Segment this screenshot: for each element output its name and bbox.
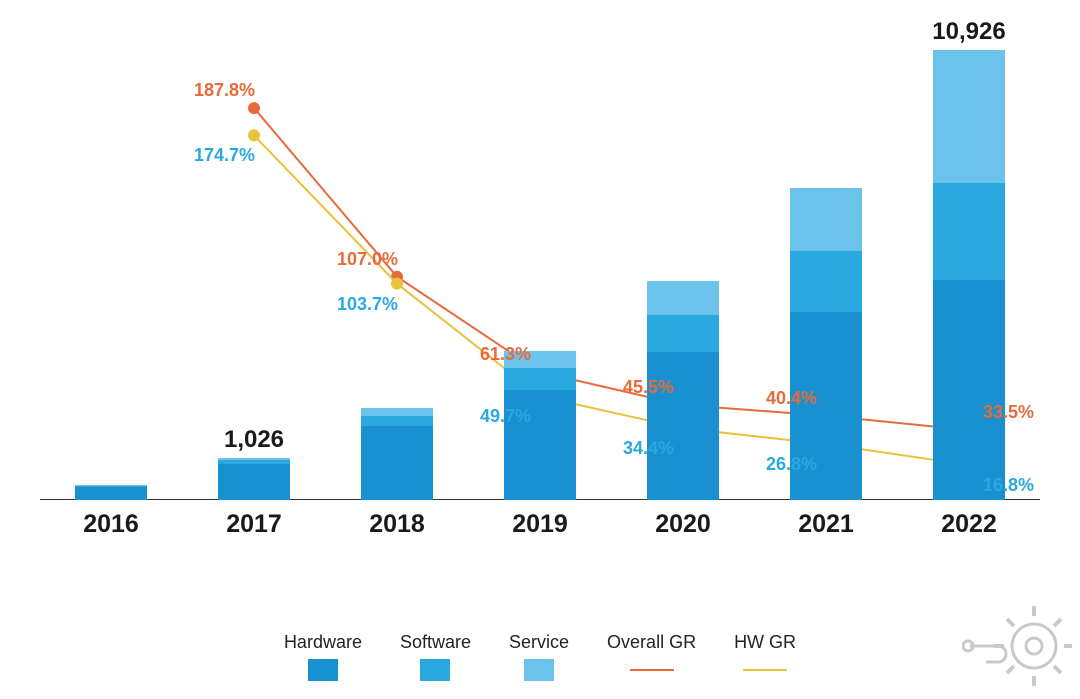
bar-segment-service	[790, 188, 862, 251]
bar-total-label: 1,026	[184, 426, 324, 454]
line-point-label: 33.5%	[983, 402, 1034, 423]
x-axis-label: 2019	[480, 510, 600, 539]
legend-item: Software	[400, 632, 471, 681]
line-point-label: 187.8%	[194, 80, 255, 101]
legend-swatch-line	[743, 669, 787, 671]
bar-segment-software	[504, 368, 576, 389]
bar-segment-hardware	[361, 426, 433, 500]
bar-column	[75, 485, 147, 500]
line-marker	[392, 279, 402, 289]
line-point-label: 107.0%	[337, 249, 398, 270]
chart: 2016 2017 2018 2019 2020 2021 2022 1,026 10,926…	[40, 20, 1040, 580]
legend-swatch-bar	[524, 659, 554, 681]
x-axis-label: 2021	[766, 510, 886, 539]
bar-segment-hardware	[75, 487, 147, 500]
legend: Hardware Software Service Overall GR HW GR	[0, 632, 1080, 681]
legend-item: HW GR	[734, 632, 796, 671]
line-point-label: 174.7%	[194, 145, 255, 166]
bar-column	[933, 50, 1005, 500]
bar-column	[218, 458, 290, 500]
x-axis-label: 2016	[51, 510, 171, 539]
line-point-label: 26.8%	[766, 454, 817, 475]
legend-label: HW GR	[734, 632, 796, 653]
bar-segment-service	[933, 50, 1005, 183]
bar-segment-service	[647, 281, 719, 315]
bar-segment-software	[361, 416, 433, 427]
line-point-label: 61.3%	[480, 344, 531, 365]
x-axis-label: 2018	[337, 510, 457, 539]
watermark-icon	[962, 586, 1072, 691]
legend-swatch-bar	[308, 659, 338, 681]
line-point-label: 45.5%	[623, 377, 674, 398]
bar-segment-software	[933, 183, 1005, 280]
legend-item: Hardware	[284, 632, 362, 681]
legend-swatch-bar	[420, 659, 450, 681]
line-point-label: 49.7%	[480, 406, 531, 427]
line-point-label: 16.8%	[983, 475, 1034, 496]
legend-label: Hardware	[284, 632, 362, 653]
legend-item: Overall GR	[607, 632, 696, 671]
legend-label: Software	[400, 632, 471, 653]
bar-segment-service	[361, 408, 433, 416]
bar-segment-hardware	[933, 280, 1005, 500]
line-point-label: 103.7%	[337, 294, 398, 315]
x-axis-label: 2022	[909, 510, 1029, 539]
x-axis-label: 2017	[194, 510, 314, 539]
legend-label: Overall GR	[607, 632, 696, 653]
bar-segment-hardware	[647, 352, 719, 500]
legend-label: Service	[509, 632, 569, 653]
line-marker	[249, 130, 259, 140]
bar-total-label: 10,926	[899, 18, 1039, 46]
bar-segment-hardware	[218, 464, 290, 500]
legend-item: Service	[509, 632, 569, 681]
bar-segment-software	[647, 315, 719, 352]
line-marker	[249, 103, 259, 113]
bar-segment-software	[790, 251, 862, 312]
line-point-label: 34.4%	[623, 438, 674, 459]
line-point-label: 40.4%	[766, 388, 817, 409]
legend-swatch-line	[630, 669, 674, 671]
bar-column	[361, 408, 433, 500]
x-axis-label: 2020	[623, 510, 743, 539]
